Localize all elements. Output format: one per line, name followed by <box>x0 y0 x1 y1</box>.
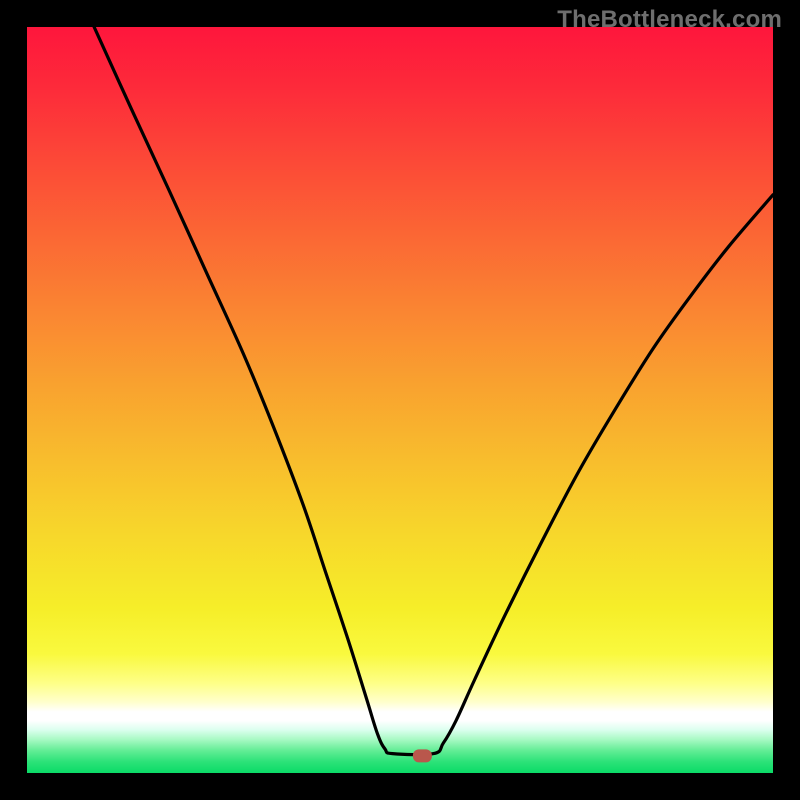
plot-background <box>27 27 773 773</box>
optimal-point-marker <box>413 749 432 762</box>
bottleneck-chart-svg <box>0 0 800 800</box>
watermark-text: TheBottleneck.com <box>557 6 782 34</box>
chart-frame: TheBottleneck.com <box>0 0 800 800</box>
